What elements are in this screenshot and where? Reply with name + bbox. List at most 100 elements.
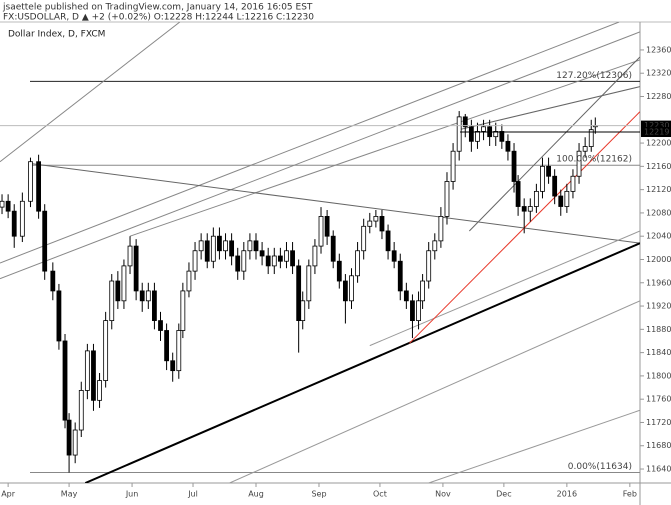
y-tick-label: 11800 — [646, 371, 671, 380]
x-tick-label: 2016 — [557, 490, 577, 499]
candle-body — [342, 280, 348, 302]
y-tick-label: 11640 — [646, 465, 671, 474]
y-tick-label: 11720 — [646, 418, 671, 427]
price-box — [641, 127, 671, 138]
candle-body — [192, 250, 198, 272]
candle-body — [139, 290, 145, 302]
candle-body — [373, 216, 379, 222]
candle-body — [355, 250, 360, 277]
candle-body — [576, 150, 582, 177]
candle-body — [312, 245, 318, 267]
x-tick-label: Sep — [311, 490, 326, 499]
price-box-label: 12219 — [644, 128, 669, 137]
candle-body — [349, 275, 354, 302]
candle-body — [180, 290, 186, 331]
chart-title: Dollar Index, D, FXCM — [8, 30, 105, 40]
candle-body — [50, 270, 56, 292]
candle-body — [170, 360, 176, 372]
quote-line: FX:USDOLLAR, D ▲ +2 (+0.02%) O:12228 H:1… — [3, 13, 314, 23]
candle-body — [379, 216, 385, 232]
candle-body — [410, 300, 415, 322]
y-tick-label: 11840 — [646, 348, 671, 357]
candle-body — [277, 255, 283, 262]
candle-body — [152, 290, 157, 322]
candle-body — [397, 260, 403, 292]
candle-body — [115, 280, 121, 302]
candle-body — [241, 250, 247, 272]
x-tick-label: Aug — [248, 490, 264, 499]
candle-body — [284, 250, 289, 262]
candle-body — [527, 206, 533, 212]
x-tick-label: Nov — [435, 490, 451, 499]
candle-body — [462, 116, 468, 128]
trendline — [0, 31, 640, 280]
candle-body — [127, 245, 133, 267]
candle-body — [145, 290, 151, 302]
candle-body — [121, 265, 127, 302]
candle-body — [336, 260, 342, 282]
price-box — [641, 120, 671, 131]
x-tick-label: Jun — [125, 490, 139, 499]
x-tick-label: Oct — [373, 490, 387, 499]
candle-body — [42, 210, 48, 272]
candle-body — [306, 265, 312, 302]
candle-body — [511, 150, 517, 182]
x-tick-label: May — [61, 490, 78, 499]
candle-body — [62, 340, 68, 421]
candle-body — [475, 131, 480, 142]
candle-body — [438, 216, 444, 242]
candle-body — [385, 230, 391, 252]
candle-body — [521, 206, 527, 212]
candle-body — [103, 320, 109, 381]
candle-body — [19, 200, 25, 237]
fib-level-label: 100.00%(12162) — [556, 155, 632, 165]
candle-body — [91, 350, 96, 401]
candle-body — [78, 390, 84, 431]
candle-body — [235, 255, 241, 272]
candle-body — [271, 255, 277, 267]
candle-body — [468, 126, 474, 142]
candle-body — [11, 210, 17, 237]
candle-body — [546, 165, 551, 177]
candle-body — [5, 200, 11, 212]
candle-body — [28, 161, 33, 202]
candle-body — [253, 240, 259, 252]
x-tick-label: Jul — [187, 490, 198, 499]
candle-body — [444, 181, 450, 217]
candle-body — [552, 175, 558, 197]
y-tick-label: 11680 — [646, 441, 671, 450]
candle-body — [204, 240, 210, 262]
candle-body — [300, 300, 306, 322]
candle-body — [324, 216, 330, 237]
candle-body — [499, 131, 505, 142]
plot-area — [0, 22, 640, 483]
candle-body — [564, 190, 570, 207]
candle-body — [515, 181, 521, 207]
fib-level-label: 127.20%(12306) — [556, 71, 632, 81]
candle-body — [72, 429, 78, 456]
candle-body — [133, 245, 139, 292]
trendline — [229, 300, 640, 483]
x-tick-label: Feb — [623, 490, 637, 499]
candle-body — [164, 330, 170, 362]
trendline — [0, 22, 620, 264]
candle-body — [481, 126, 486, 132]
publisher-line: jsaettele published on TradingView.com, … — [2, 3, 313, 13]
y-tick-label: 12200 — [646, 139, 671, 148]
y-tick-label: 12040 — [646, 232, 671, 241]
candle-body — [456, 116, 462, 152]
candle-body — [217, 235, 222, 252]
trendline — [84, 242, 640, 483]
candle-body — [259, 250, 265, 257]
candle-body — [330, 235, 336, 262]
candle-body — [210, 235, 216, 262]
candle-body — [391, 250, 397, 262]
x-tick-label: Dec — [496, 490, 511, 499]
trendline — [30, 162, 640, 244]
candle-body — [84, 350, 90, 391]
trendline — [369, 230, 640, 347]
trendline — [468, 56, 640, 232]
y-tick-label: 12320 — [646, 69, 671, 78]
candle-body — [198, 240, 204, 252]
